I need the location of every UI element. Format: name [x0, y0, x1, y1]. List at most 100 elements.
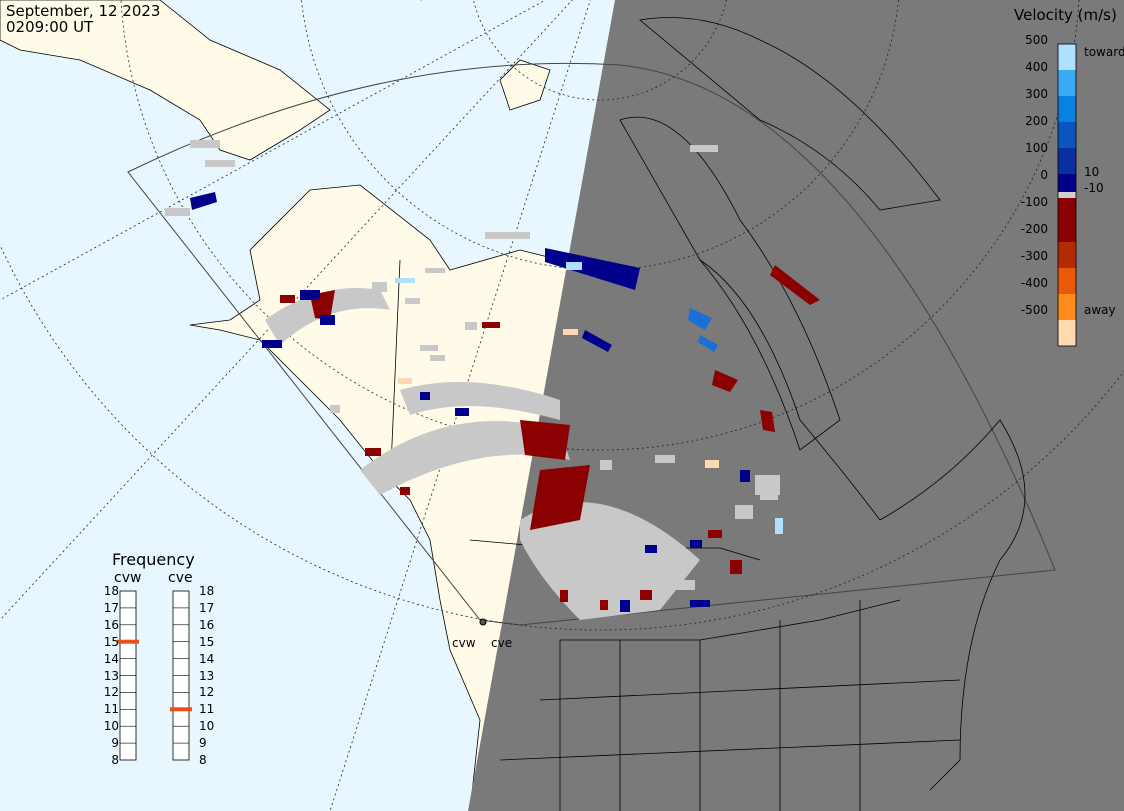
frequency-scale-tick: 15	[199, 634, 215, 649]
radar-site-marker	[479, 618, 487, 626]
velocity-cell	[430, 355, 445, 361]
colorbar-tick-label: 300	[1025, 87, 1048, 101]
velocity-cell	[395, 278, 415, 283]
colorbar-segment	[1058, 268, 1076, 294]
velocity-cell	[690, 600, 710, 607]
velocity-cell	[600, 460, 612, 470]
colorbar-pos10-label: 10	[1084, 165, 1100, 179]
velocity-cell	[698, 335, 718, 352]
velocity-cell	[365, 448, 381, 456]
velocity-cell	[712, 370, 738, 392]
colorbar-neg10-label: -10	[1084, 181, 1104, 195]
velocity-cell	[360, 421, 570, 495]
date-label: September, 12 2023	[6, 2, 161, 20]
velocity-cell	[560, 590, 568, 602]
frequency-scale-tick: 11	[103, 702, 119, 717]
colorbar-segment	[1058, 174, 1076, 192]
velocity-cell	[600, 600, 608, 610]
frequency-scale-tick: 18	[199, 584, 215, 598]
velocity-cell	[730, 560, 742, 574]
colorbar-tick-label: 400	[1025, 60, 1048, 74]
colorbar-segment	[1058, 320, 1076, 346]
colorbar-segment	[1058, 294, 1076, 320]
velocity-cells	[165, 140, 820, 620]
velocity-cell	[485, 232, 530, 239]
velocity-cell	[190, 140, 220, 148]
colorbar-away-label: away	[1084, 303, 1116, 317]
frequency-scale-tick: 9	[111, 736, 119, 751]
colorbar-tick-label: 100	[1025, 141, 1048, 155]
velocity-cell	[405, 298, 420, 304]
radar-fov-outline	[127, 62, 1056, 626]
velocity-cell	[582, 330, 612, 352]
frequency-scale-tick: 10	[103, 719, 119, 734]
frequency-title: Frequency	[112, 550, 195, 569]
velocity-cell	[455, 408, 469, 416]
frequency-scale-tick: 15	[103, 634, 119, 649]
velocity-cell	[465, 322, 477, 330]
velocity-cell	[398, 378, 412, 384]
velocity-cell	[205, 160, 235, 167]
colorbar-segment	[1058, 148, 1076, 174]
colorbar-tick-label: -100	[1020, 195, 1048, 209]
political-borders	[389, 17, 1026, 811]
velocity-cell	[620, 600, 630, 612]
velocity-cell	[420, 392, 430, 400]
site-label-cvw: cvw	[452, 636, 476, 650]
velocity-cell	[482, 322, 500, 328]
frequency-scale-tick: 8	[199, 753, 207, 767]
colorbar-segment	[1058, 70, 1076, 96]
colorbar-tick-label: 200	[1025, 114, 1048, 128]
velocity-cell	[545, 248, 640, 290]
velocity-cell	[735, 505, 753, 519]
frequency-scale-tick: 17	[103, 600, 119, 615]
site-label-cve: cve	[491, 636, 513, 650]
frequency-scale-tick: 16	[103, 617, 119, 632]
frequency-scale-tick: 13	[103, 668, 119, 683]
frequency-scale-tick: 9	[199, 736, 207, 751]
velocity-cell	[690, 540, 702, 548]
colorbar-segment	[1058, 44, 1076, 70]
frequency-scale-tick: 8	[111, 753, 119, 767]
velocity-cell	[400, 382, 560, 420]
velocity-cell	[520, 420, 570, 460]
colorbar-segment	[1058, 216, 1076, 242]
frequency-gauges	[117, 590, 192, 761]
frequency-scale-tick: 17	[199, 600, 215, 615]
velocity-cell	[300, 290, 320, 300]
velocity-cell	[262, 340, 282, 348]
velocity-cell	[320, 315, 335, 325]
velocity-cell	[530, 465, 590, 530]
velocity-cell	[425, 268, 445, 273]
velocity-cell	[645, 545, 657, 553]
colorbar-segment	[1058, 96, 1076, 122]
velocity-cell	[566, 262, 582, 270]
radar-label-cve: cve	[168, 570, 193, 586]
frequency-scale-tick: 18	[103, 584, 119, 598]
velocity-cell	[265, 288, 390, 345]
colorbar-frame	[1057, 43, 1077, 347]
velocity-cell	[330, 405, 340, 413]
colorbar-segment	[1058, 192, 1076, 198]
colorbar-tick-label: -300	[1020, 249, 1048, 263]
colorbar-tick-label: 0	[1040, 168, 1048, 182]
velocity-cell	[705, 460, 719, 468]
colorbar-segment	[1058, 198, 1076, 216]
frequency-scale-tick: 16	[199, 617, 215, 632]
velocity-cell	[400, 487, 410, 495]
colorbar-segment	[1058, 122, 1076, 148]
velocity-cell	[708, 530, 722, 538]
frequency-scale-tick: 11	[199, 702, 215, 717]
velocity-cell	[655, 455, 675, 463]
frequency-scale-tick: 14	[199, 651, 215, 666]
velocity-cell	[190, 192, 217, 210]
colorbar-tick-label: -500	[1020, 303, 1048, 317]
frequency-scale-tick: 12	[103, 685, 119, 700]
frequency-marker-cvw	[117, 639, 139, 644]
frequency-scale-tick: 13	[199, 668, 215, 683]
frequency-scale-tick: 14	[103, 651, 119, 666]
velocity-cell	[640, 590, 652, 600]
velocity-cell	[760, 490, 778, 500]
velocity-cell	[665, 580, 695, 590]
